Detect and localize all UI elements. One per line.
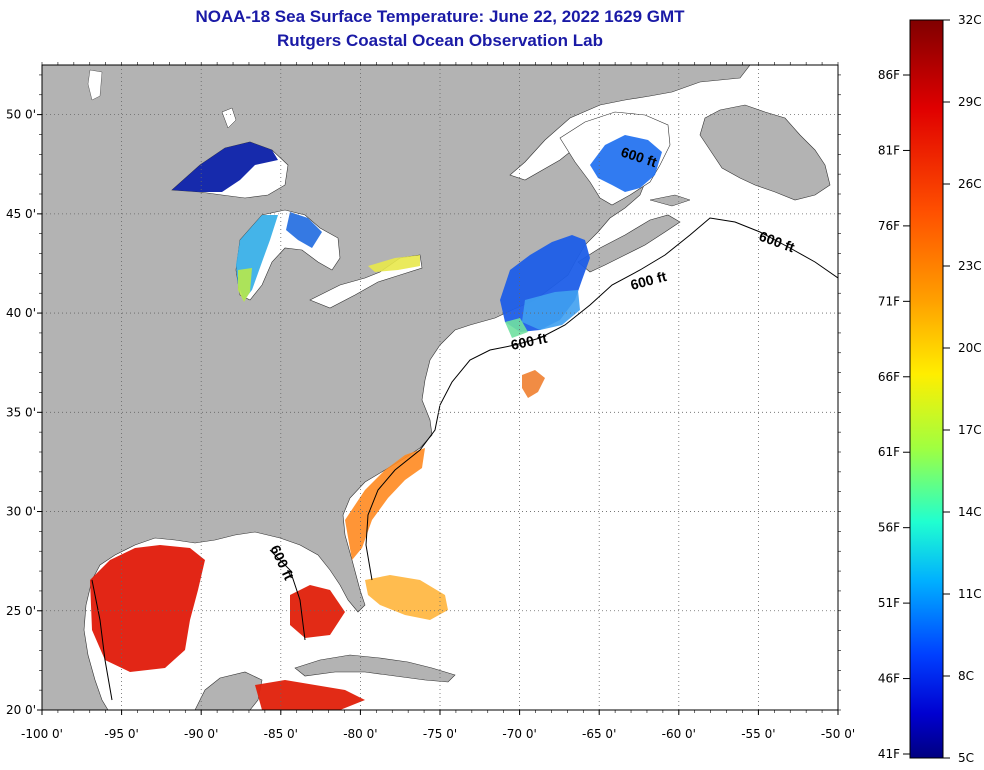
lon-tick-label: -65 0' (582, 727, 616, 741)
lake-small-1 (87, 69, 103, 101)
land-newfoundland (699, 104, 831, 201)
land-pei (649, 194, 691, 207)
colorbar-label-fahrenheit: 41F (878, 747, 900, 761)
sst-gulf-west (90, 545, 205, 672)
sst-warm-eddy (522, 370, 545, 398)
isobath-600ft (365, 217, 838, 581)
chart-title: NOAA-18 Sea Surface Temperature: June 22… (195, 7, 685, 26)
colorbar-celsius-labels: 32C 29C 26C 23C 20C 17C 14C 11C 8C 5C (943, 13, 982, 765)
lon-tick-label: -95 0' (104, 727, 138, 741)
lat-tick-label: 20 0' (6, 703, 36, 717)
colorbar-label-celsius: 17C (958, 423, 982, 437)
contour-label: 600 ft (509, 330, 548, 353)
colorbar: 32C 29C 26C 23C 20C 17C 14C 11C 8C 5C 86F 81F 76F 71… (878, 13, 982, 765)
colorbar-label-fahrenheit: 61F (878, 445, 900, 459)
sst-caribbean (255, 680, 365, 710)
sst-gulf-east (290, 585, 345, 638)
lake-nipigon (221, 107, 237, 129)
longitude-axis: -100 0' -95 0' -90 0' -85 0' -80 0' -75 0' -70… (21, 62, 855, 741)
sst-southeast-coast (345, 448, 425, 560)
colorbar-label-fahrenheit: 81F (878, 143, 900, 157)
colorbar-label-celsius: 8C (958, 669, 974, 683)
colorbar-label-celsius: 32C (958, 13, 982, 27)
lon-tick-label: -90 0' (184, 727, 218, 741)
colorbar-label-fahrenheit: 76F (878, 219, 900, 233)
lon-tick-label: -80 0' (343, 727, 377, 741)
graticule (42, 65, 838, 710)
lon-tick-label: -85 0' (264, 727, 298, 741)
colorbar-label-fahrenheit: 51F (878, 596, 900, 610)
lat-tick-label: 50 0' (6, 108, 36, 122)
sst-lake-superior (172, 142, 278, 192)
latitude-axis: 20 0' 25 0' 30 0' 35 0' 40 0' 45 0' 50 0' (6, 74, 841, 717)
land-yucatan (194, 671, 263, 710)
colorbar-label-fahrenheit: 46F (878, 672, 900, 686)
sst-shelf-green (505, 318, 528, 338)
sst-st-lawrence (590, 135, 662, 192)
lat-tick-label: 35 0' (6, 405, 36, 419)
land-cuba (294, 654, 456, 683)
sst-georges-bank (522, 290, 580, 330)
lat-tick-label: 45 0' (6, 207, 36, 221)
lat-tick-label: 30 0' (6, 505, 36, 519)
colorbar-label-fahrenheit: 86F (878, 68, 900, 82)
land-north-america (42, 65, 751, 710)
colorbar-label-celsius: 20C (958, 341, 982, 355)
lon-tick-label: -70 0' (502, 727, 536, 741)
lon-tick-label: -75 0' (423, 727, 457, 741)
lon-tick-label: -100 0' (21, 727, 63, 741)
colorbar-label-celsius: 11C (958, 587, 982, 601)
colorbar-label-celsius: 14C (958, 505, 982, 519)
lat-tick-label: 40 0' (6, 306, 36, 320)
colorbar-label-fahrenheit: 71F (878, 294, 900, 308)
sst-florida-atlantic (365, 575, 448, 620)
sst-lake-michigan-south (238, 268, 252, 302)
sst-lake-huron (286, 212, 322, 248)
lat-tick-label: 25 0' (6, 604, 36, 618)
lon-tick-label: -50 0' (821, 727, 855, 741)
colorbar-gradient (909, 19, 944, 759)
colorbar-label-celsius: 5C (958, 751, 974, 765)
chart-subtitle: Rutgers Coastal Ocean Observation Lab (277, 31, 603, 50)
colorbar-fahrenheit-labels: 86F 81F 76F 71F 66F 61F 56F 51F 46F 41F (878, 68, 910, 761)
colorbar-label-fahrenheit: 66F (878, 370, 900, 384)
colorbar-label-celsius: 26C (958, 177, 982, 191)
isobath-600ft-gulf (91, 549, 306, 701)
colorbar-label-celsius: 23C (958, 259, 982, 273)
sst-lake-erie (368, 255, 420, 272)
lon-tick-label: -55 0' (741, 727, 775, 741)
colorbar-label-fahrenheit: 56F (878, 521, 900, 535)
lon-tick-label: -60 0' (662, 727, 696, 741)
land-nova-scotia (577, 214, 681, 273)
colorbar-label-celsius: 29C (958, 95, 982, 109)
